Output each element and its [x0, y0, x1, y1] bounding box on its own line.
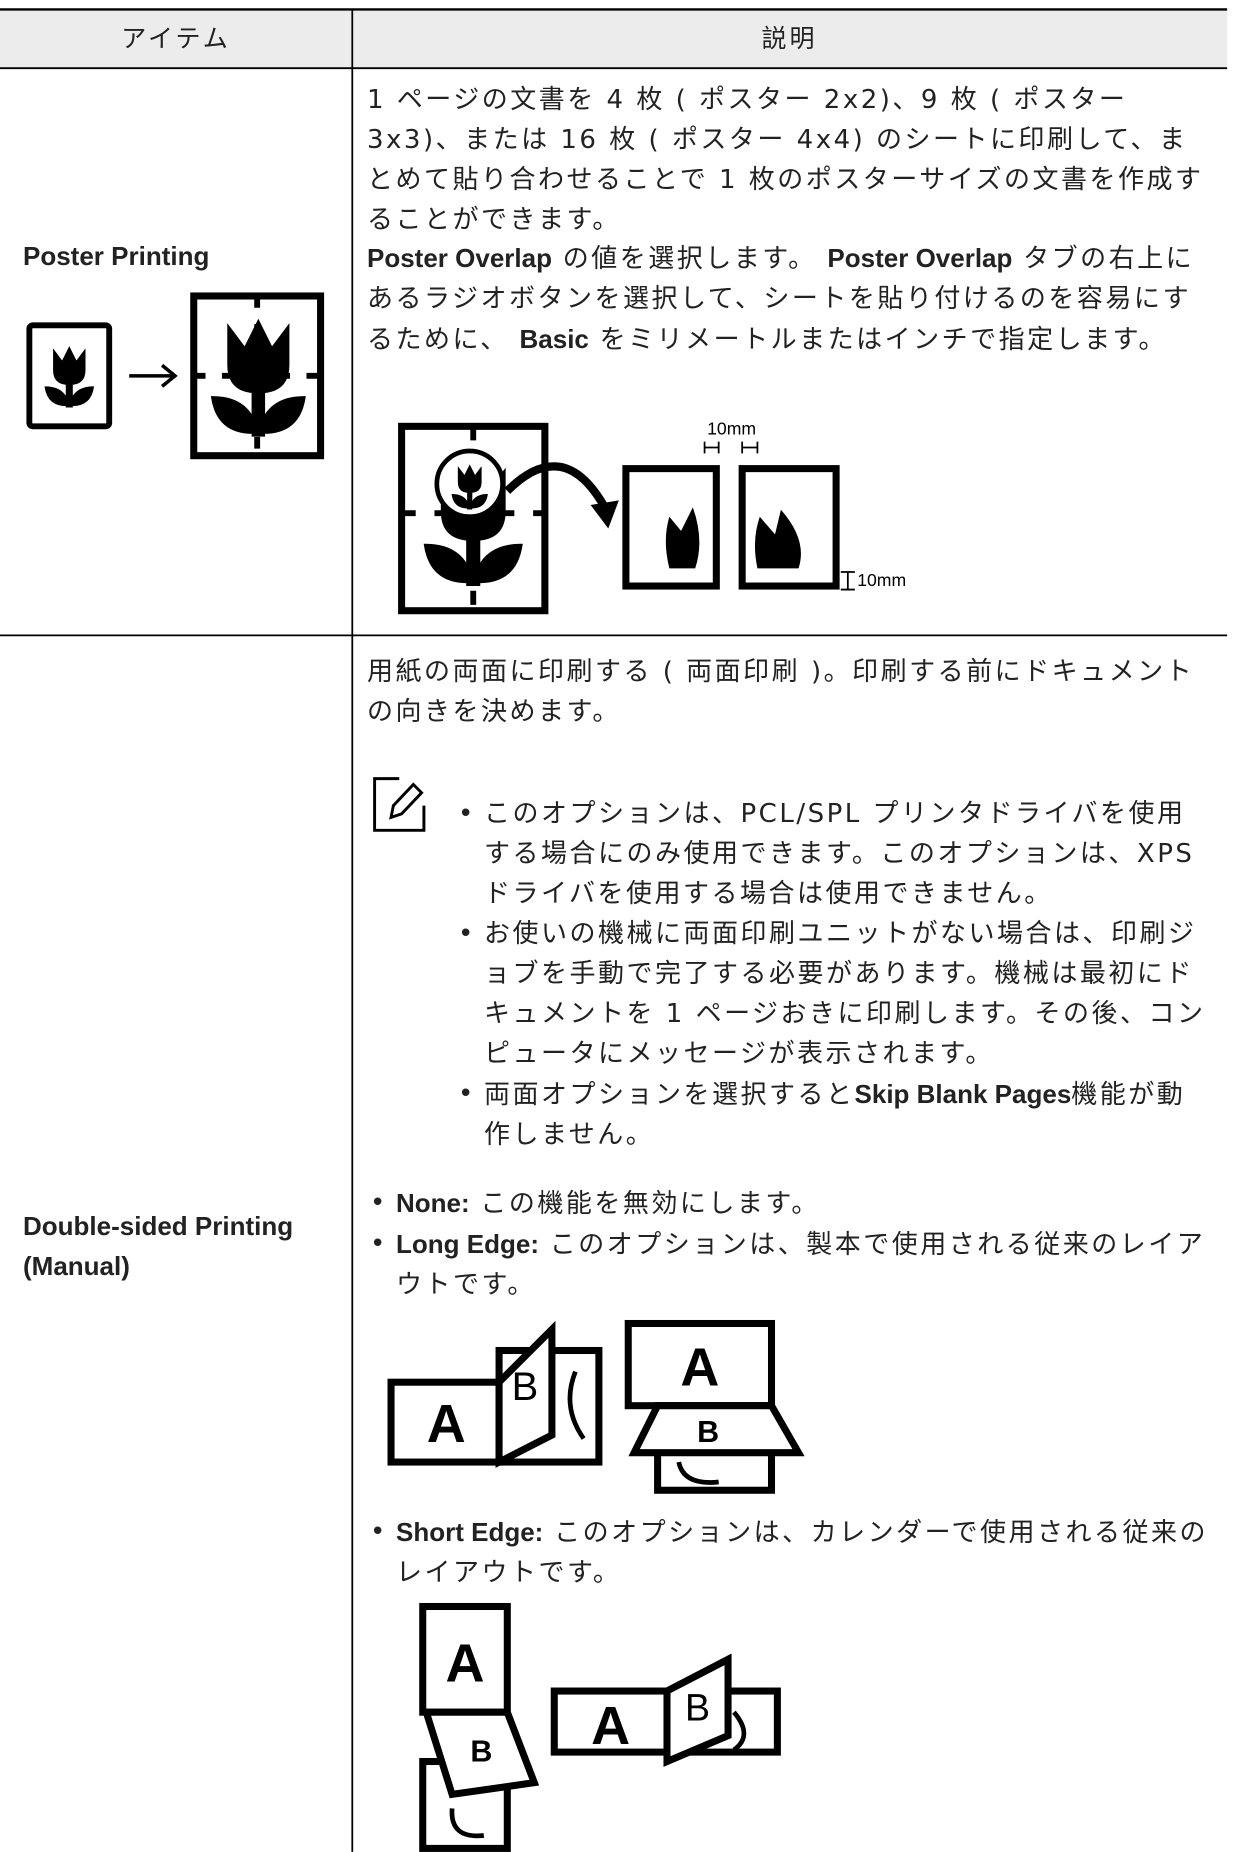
figure-letter: A	[427, 1394, 466, 1454]
text-run: Short Edge:	[396, 1517, 544, 1547]
figure-letter: A	[591, 1696, 630, 1756]
header-bg	[0, 9, 1228, 69]
text-run: 機能が動作しません。	[484, 1080, 1186, 1150]
text-run: の値を選択します。	[551, 244, 828, 274]
figure-letter: A	[680, 1338, 719, 1398]
dimension-label: 10mm	[707, 419, 756, 439]
list-item: このオプションは、PCL/SPL プリンタドライバを使用する場合にのみ使用できま…	[458, 794, 1209, 914]
dimension-label: 10mm	[857, 570, 906, 590]
column-header: アイテム	[121, 24, 231, 53]
option-list: None: この機能を無効にします。Long Edge: このオプションは、製本…	[370, 1183, 1211, 1305]
figure-letter: B	[512, 1365, 539, 1409]
text-run: お使いの機械に両面印刷ユニットがない場合は、印刷ジョブを手動で完了する必要があり…	[484, 919, 1206, 1069]
note-icon	[373, 777, 426, 832]
list-item: Long Edge: このオプションは、製本で使用される従来のレイアウトです。	[370, 1224, 1211, 1305]
text-run: タブの右上にあるラジオボタンを選択して、シートを貼り付けるのを容易にするために、	[367, 244, 1195, 355]
description: Poster Overlap の値を選択します。 Poster Overlap …	[367, 238, 1212, 360]
text-run: 1 ページの文書を 4 枚 ( ポスター 2x2)、9 枚 ( ポスター 3x3…	[367, 85, 1204, 235]
text-run: このオプションは、PCL/SPL プリンタドライバを使用する場合にのみ使用できま…	[484, 799, 1195, 909]
list-item: 両面オプションを選択するとSkip Blank Pages機能が動作しません。	[458, 1074, 1209, 1155]
figure-letter: B	[470, 1735, 492, 1769]
text-run: この機能を無効にします。	[469, 1189, 820, 1219]
text-run: 用紙の両面に印刷する ( 両面印刷 )。印刷する前にドキュメントの向きを決めます…	[367, 657, 1195, 727]
column-header: 説明	[761, 24, 818, 53]
table-lines	[0, 8, 1228, 1852]
figure-letter: A	[446, 1634, 485, 1694]
text-run: Poster Overlap	[367, 243, 552, 273]
item-label: Poster Printing	[23, 241, 210, 271]
option-list: Short Edge: このオプションは、カレンダーで使用される従来のレイアウト…	[370, 1512, 1211, 1593]
item-label: Double-sided Printing (Manual)	[23, 1211, 294, 1281]
text-run: このオプションは、カレンダーで使用される従来のレイアウトです。	[396, 1518, 1209, 1588]
text-run: Long Edge:	[396, 1229, 539, 1259]
list-item: Short Edge: このオプションは、カレンダーで使用される従来のレイアウト…	[370, 1512, 1211, 1593]
description: 1 ページの文書を 4 枚 ( ポスター 2x2)、9 枚 ( ポスター 3x3…	[367, 80, 1212, 240]
text-run: None:	[396, 1188, 470, 1218]
poster-figure	[398, 422, 855, 615]
poster-icon	[26, 292, 325, 460]
text-run: Poster Overlap	[827, 243, 1013, 273]
text-run: このオプションは、製本で使用される従来のレイアウトです。	[396, 1230, 1206, 1300]
figure-letter: B	[697, 1415, 719, 1449]
text-run: Basic	[519, 324, 589, 354]
figure-letter: B	[685, 1686, 710, 1728]
text-run: Skip Blank Pages	[854, 1079, 1072, 1109]
note-list: このオプションは、PCL/SPL プリンタドライバを使用する場合にのみ使用できま…	[458, 794, 1209, 1155]
long-edge-figure	[387, 1319, 805, 1494]
short-edge-figure	[419, 1602, 781, 1852]
list-item: お使いの機械に両面印刷ユニットがない場合は、印刷ジョブを手動で完了する必要があり…	[458, 914, 1209, 1074]
text-run: 両面オプションを選択すると	[484, 1080, 855, 1110]
list-item: None: この機能を無効にします。	[370, 1183, 1211, 1224]
description: 用紙の両面に印刷する ( 両面印刷 )。印刷する前にドキュメントの向きを決めます…	[367, 652, 1212, 732]
text-run: をミリメートルまたはインチで指定します。	[588, 325, 1168, 355]
